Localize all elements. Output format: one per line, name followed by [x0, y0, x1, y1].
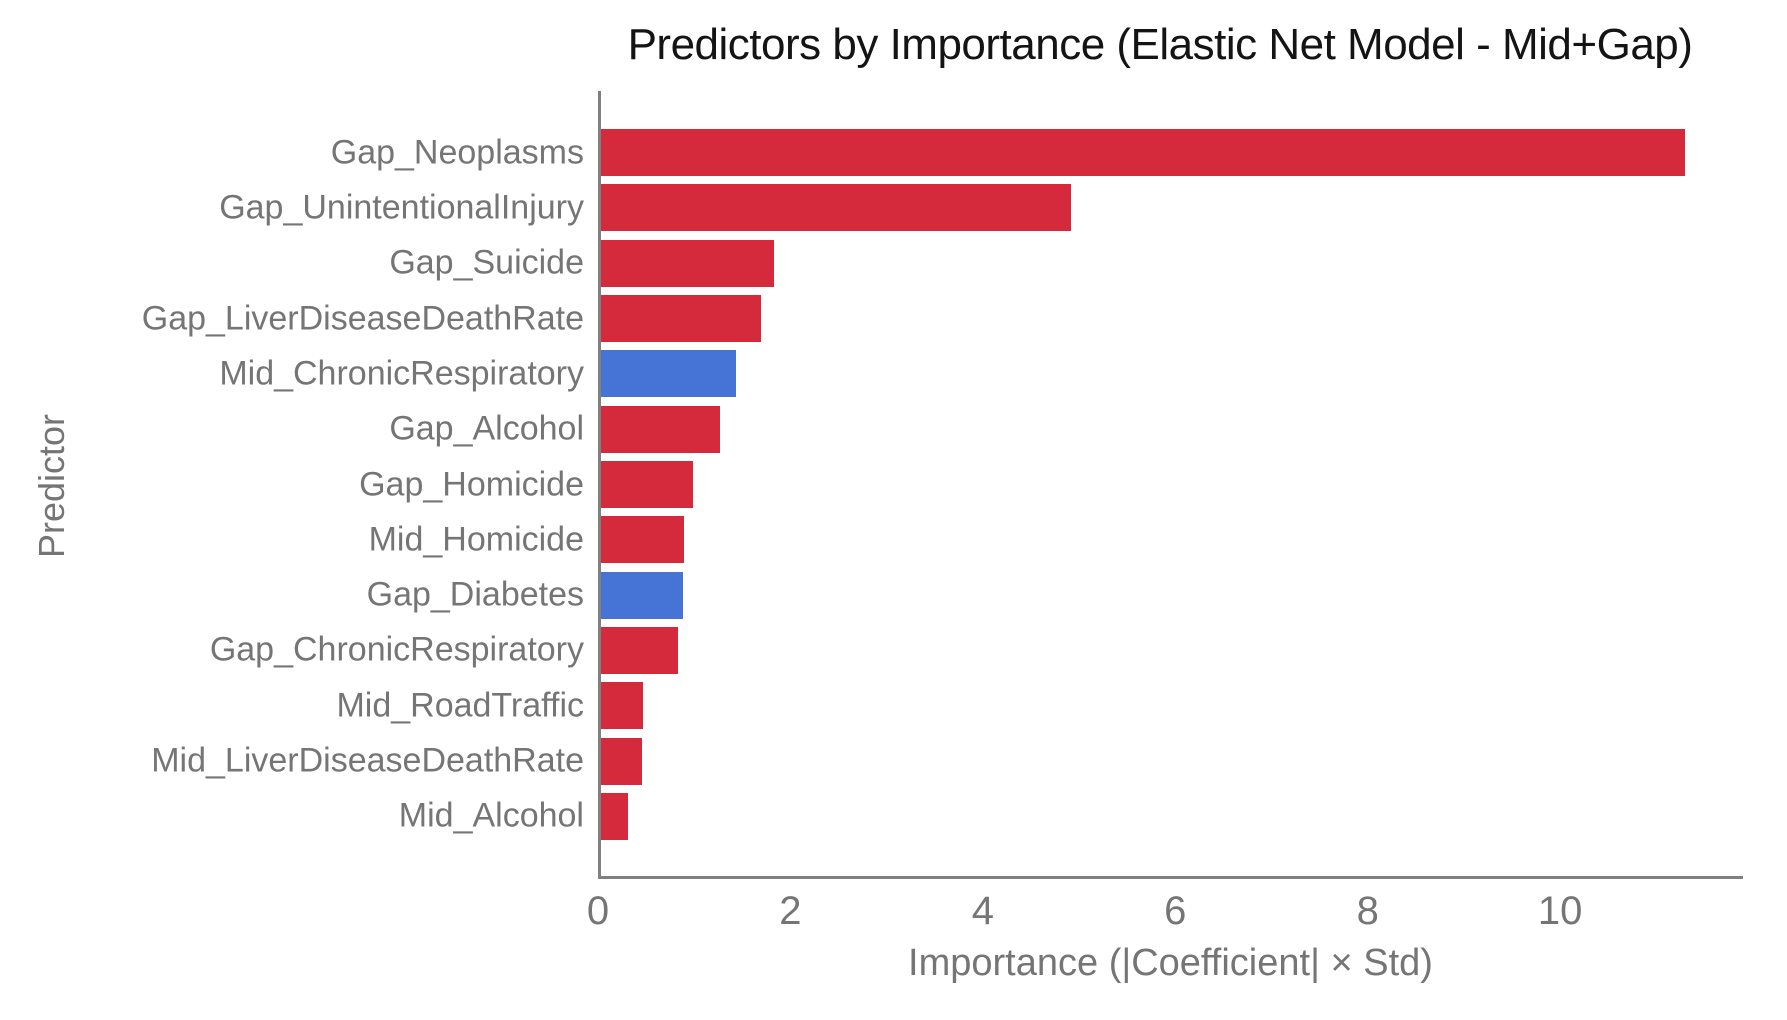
bar-row: Gap_LiverDiseaseDeathRate — [142, 291, 1743, 346]
x-tick-label: 8 — [1356, 889, 1379, 933]
chart-title: Predictors by Importance (Elastic Net Mo… — [627, 20, 1693, 69]
x-tick-label: 4 — [971, 889, 994, 933]
bar — [601, 792, 628, 840]
x-tick-label: 0 — [586, 889, 610, 933]
category-label: Mid_Alcohol — [398, 796, 584, 835]
plot-area: Gap_Neoplasms Gap_UnintentionalInjury Ga… — [142, 91, 1743, 879]
category-label: Mid_LiverDiseaseDeathRate — [151, 741, 584, 780]
y-axis-title: Predictor — [31, 413, 72, 559]
bar-row: Mid_RoadTraffic — [336, 678, 1743, 733]
bar — [601, 184, 1072, 232]
x-tick-label: 6 — [1164, 889, 1187, 933]
x-tick-label: 10 — [1537, 889, 1583, 933]
bar-row: Gap_UnintentionalInjury — [219, 180, 1743, 235]
category-label: Gap_Alcohol — [389, 409, 584, 448]
bar-row: Mid_ChronicRespiratory — [219, 346, 1743, 401]
bar-row: Gap_Suicide — [389, 236, 1743, 291]
bar — [601, 682, 644, 730]
x-ticks: 0 2 4 6 8 10 — [587, 889, 1743, 935]
bar — [601, 571, 683, 619]
bar-row: Gap_Diabetes — [367, 568, 1743, 623]
bar-row: Mid_LiverDiseaseDeathRate — [151, 733, 1743, 788]
x-axis-title: Importance (|Coefficient| × Std) — [908, 942, 1433, 984]
bar — [601, 405, 720, 453]
category-label: Gap_Neoplasms — [330, 133, 584, 172]
category-label: Mid_ChronicRespiratory — [219, 354, 584, 393]
category-label: Gap_Homicide — [359, 465, 584, 504]
bar — [601, 626, 678, 674]
category-label: Gap_ChronicRespiratory — [209, 630, 584, 669]
bar — [601, 737, 643, 785]
category-label: Mid_Homicide — [368, 520, 584, 559]
bar-row: Gap_Homicide — [359, 457, 1743, 512]
bar — [601, 516, 685, 564]
category-label: Mid_RoadTraffic — [336, 686, 584, 725]
category-label: Gap_Suicide — [389, 243, 584, 282]
category-label: Gap_UnintentionalInjury — [219, 188, 584, 227]
bar — [601, 239, 774, 287]
bar-row: Gap_Alcohol — [389, 402, 1743, 457]
bar-row: Mid_Alcohol — [399, 789, 1743, 844]
bar — [601, 129, 1686, 177]
bar — [601, 295, 762, 343]
bar-row: Gap_Neoplasms — [331, 125, 1743, 180]
bar — [601, 461, 694, 509]
bar-row: Gap_ChronicRespiratory — [210, 623, 1743, 678]
category-label: Gap_Diabetes — [366, 575, 584, 614]
bar-row: Mid_Homicide — [369, 512, 1743, 567]
bars-container: Gap_Neoplasms Gap_UnintentionalInjury Ga… — [142, 125, 1743, 844]
category-label: Gap_LiverDiseaseDeathRate — [141, 299, 584, 338]
x-tick-label: 2 — [779, 889, 802, 933]
bar — [601, 350, 737, 398]
